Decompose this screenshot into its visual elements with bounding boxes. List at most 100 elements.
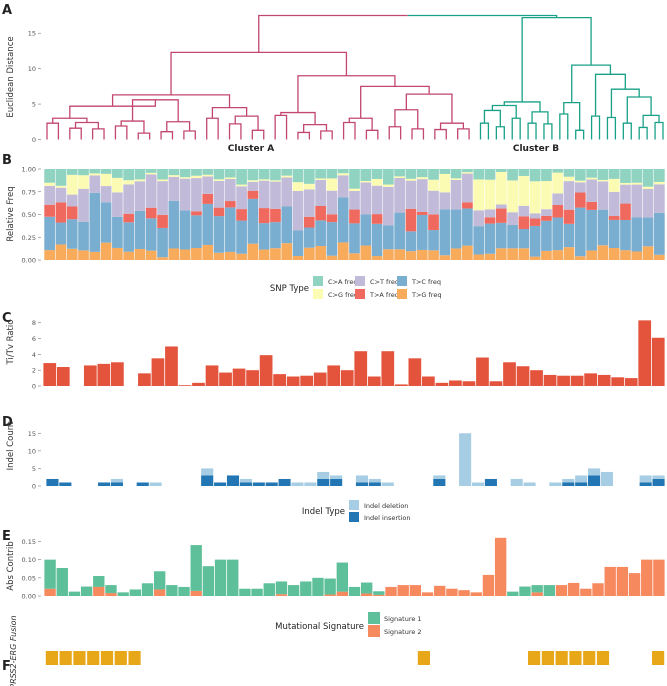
snp-bar-segment xyxy=(654,254,665,260)
snp-bar-segment xyxy=(179,178,191,211)
titv-bar xyxy=(557,375,570,386)
dendrogram-branch xyxy=(342,121,356,140)
snp-bar-segment xyxy=(383,249,394,260)
dendrogram-branch xyxy=(434,128,447,140)
legend-key-tc xyxy=(397,276,407,286)
snp-bar-segment xyxy=(631,184,643,218)
indel-legend: Indel Type Indel deletion Indel insertio… xyxy=(302,500,410,522)
fusion-tile xyxy=(541,651,554,665)
snp-bar-segment xyxy=(100,173,112,187)
snp-bar-segment xyxy=(315,205,326,221)
dendrogram-branch xyxy=(52,117,88,124)
snp-bar-segment xyxy=(349,188,360,191)
snp-bar-segment xyxy=(281,169,293,176)
titv-bar xyxy=(165,346,178,386)
snp-bar-segment xyxy=(416,249,428,260)
signature-tick-label: 0.05 xyxy=(22,574,36,582)
dendrogram-tick-label: 0 xyxy=(32,136,36,144)
titv-bar xyxy=(381,351,395,386)
cluster-b-label: Cluster B xyxy=(513,144,559,154)
fusion-tile xyxy=(87,651,100,665)
signature-legend: Mutational Signature Signature 1 Signatu… xyxy=(275,612,422,637)
dendrogram-branch xyxy=(320,130,333,140)
snp-bar-segment xyxy=(224,177,236,179)
snp-bar-segment xyxy=(224,169,236,178)
snp-bar-segment xyxy=(597,209,609,246)
snp-bar-segment xyxy=(416,177,428,180)
snp-bar-segment xyxy=(258,249,270,260)
dendrogram-branch xyxy=(439,122,465,130)
snp-bar-segment xyxy=(462,169,473,173)
snp-bar-segment xyxy=(360,245,372,260)
snp-bar-segment xyxy=(608,248,620,260)
dendrogram-branch xyxy=(160,131,174,140)
titv-bar xyxy=(43,363,57,386)
dendrogram-branch xyxy=(594,73,626,117)
titv-tick-label: 2 xyxy=(32,367,36,375)
titv-bar xyxy=(476,357,489,386)
indel-insertion-bar xyxy=(136,482,149,486)
snp-bar-segment xyxy=(315,220,326,247)
snp-bar-segment xyxy=(247,198,259,244)
signature-y-axis-label: Abs Contrib xyxy=(6,541,16,590)
snp-bar-segment xyxy=(620,184,631,204)
signature-2-bar xyxy=(324,594,336,596)
dendrogram-branch xyxy=(297,75,396,113)
snp-bar-segment xyxy=(574,192,586,208)
snp-bar-segment xyxy=(303,216,315,228)
signature-1-bar xyxy=(324,578,336,595)
dendrogram-branch xyxy=(228,123,242,140)
signature-1-bar xyxy=(214,559,227,596)
snp-bar-segment xyxy=(145,250,157,260)
snp-bar-segment xyxy=(55,222,67,245)
indel-tick-label: 10 xyxy=(28,447,36,455)
snp-bar-segment xyxy=(168,200,180,249)
snp-bar-segment xyxy=(360,182,372,215)
signature-2-bar xyxy=(360,593,373,596)
snp-bar-segment xyxy=(552,193,564,205)
titv-bar xyxy=(56,367,70,386)
indel-deletion-bar xyxy=(355,475,368,483)
snp-bar-segment xyxy=(405,178,417,181)
snp-bar-segment xyxy=(439,169,451,174)
dendrogram-branch xyxy=(280,111,316,125)
dendrogram-panel: Euclidean Distance 0 5 10 15 Cluster A Clus… xyxy=(6,14,664,154)
snp-bar-segment xyxy=(563,181,575,210)
snp-legend: SNP Type C>A freq C>G freq C>T freq T>A … xyxy=(270,276,441,299)
dendrogram-branch xyxy=(74,121,99,129)
snp-bar-segment xyxy=(55,169,67,186)
snp-bar-segment xyxy=(78,250,89,260)
signature-1-bar xyxy=(202,566,215,596)
snp-bar-segment xyxy=(270,181,281,209)
dendrogram-branch xyxy=(543,123,553,140)
indel-deletion-bar xyxy=(291,482,304,486)
dendrogram-tick-label: 15 xyxy=(28,30,36,38)
titv-bar xyxy=(367,376,381,386)
snp-bar-segment xyxy=(258,208,270,224)
signature-2-bar xyxy=(494,537,507,596)
snp-bar-segment xyxy=(179,210,191,250)
snp-bar-segment xyxy=(326,255,338,260)
snp-bar-segment xyxy=(428,250,439,260)
signature-1-bar xyxy=(166,585,178,596)
indel-deletion-bar xyxy=(368,478,381,483)
titv-bar xyxy=(489,381,503,386)
snp-bar-segment xyxy=(416,179,428,212)
snp-bar-segment xyxy=(78,221,89,251)
titv-tick-label: 6 xyxy=(32,335,36,343)
snp-bar-segment xyxy=(462,245,473,260)
legend-key-ta xyxy=(355,289,365,299)
panel-label-c: C xyxy=(2,311,12,326)
snp-bar-segment xyxy=(405,208,417,232)
legend-key-signature-2 xyxy=(368,625,380,637)
snp-bar-segment xyxy=(337,169,349,174)
snp-bar-segment xyxy=(326,214,338,223)
snp-bar-segment xyxy=(202,169,214,175)
titv-bar xyxy=(584,373,597,386)
signature-1-bar xyxy=(153,571,166,590)
titv-tick-label: 0 xyxy=(32,383,36,391)
titv-bar xyxy=(138,373,151,386)
snp-bar-segment xyxy=(157,181,168,215)
snp-bar-segment xyxy=(44,169,55,183)
